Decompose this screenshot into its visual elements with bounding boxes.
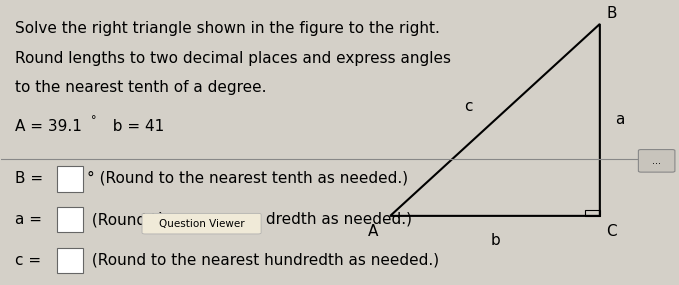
Text: B: B [606,6,617,21]
Text: B =: B = [15,171,43,186]
Text: c: c [464,99,472,114]
Text: Round lengths to two decimal places and express angles: Round lengths to two decimal places and … [15,51,451,66]
FancyBboxPatch shape [57,207,83,233]
Text: a =: a = [15,212,42,227]
Text: ...: ... [652,156,661,166]
Text: C: C [606,224,617,239]
Bar [585,210,600,216]
Text: a: a [614,112,624,127]
Text: A: A [367,224,378,239]
FancyBboxPatch shape [638,150,675,172]
Text: b: b [490,233,500,248]
Text: (Round to the nearest hundredth as needed.): (Round to the nearest hundredth as neede… [87,253,439,268]
Text: b = 41: b = 41 [103,119,164,133]
FancyBboxPatch shape [142,213,261,234]
Text: c =: c = [15,253,41,268]
Text: (Round tò: (Round tò [87,212,166,227]
Text: ° (Round to the nearest tenth as needed.): ° (Round to the nearest tenth as needed.… [87,171,407,186]
Text: Question Viewer: Question Viewer [159,219,244,229]
Text: Solve the right triangle shown in the figure to the right.: Solve the right triangle shown in the fi… [15,21,440,36]
Text: A = 39.1: A = 39.1 [15,119,81,133]
FancyBboxPatch shape [57,248,83,273]
Text: °: ° [91,115,96,125]
Text: to the nearest tenth of a degree.: to the nearest tenth of a degree. [15,80,266,95]
Text: dredth as needed.): dredth as needed.) [261,212,412,227]
FancyBboxPatch shape [57,166,83,192]
